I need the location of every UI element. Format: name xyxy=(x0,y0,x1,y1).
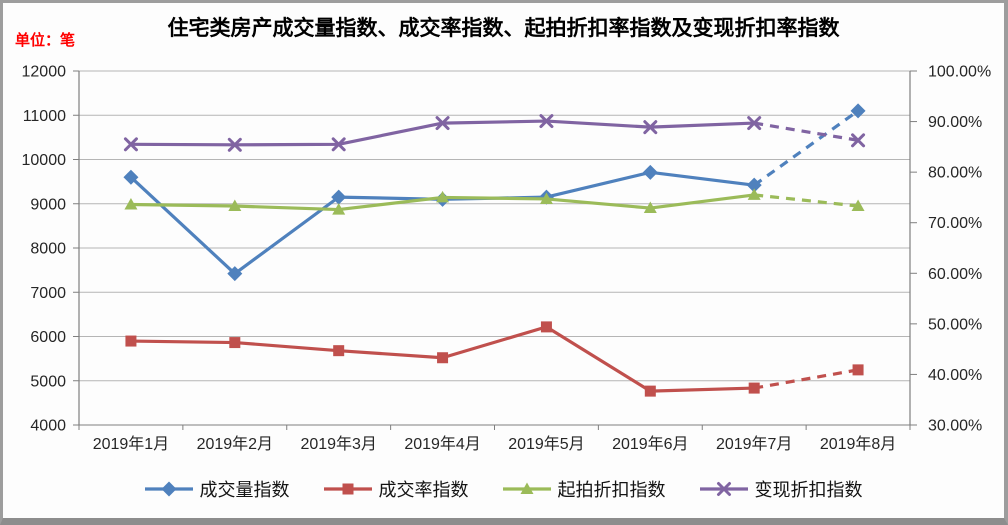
legend-marker-xcross-icon xyxy=(699,482,748,496)
left-axis-tick-label: 9000 xyxy=(30,196,66,213)
square-marker-icon xyxy=(540,321,552,333)
square-marker-icon xyxy=(342,483,353,495)
triangle-marker-icon xyxy=(332,203,346,215)
left-axis-tick-label: 8000 xyxy=(30,241,66,258)
x-marker-icon xyxy=(747,116,762,131)
x-marker-icon xyxy=(539,114,554,129)
line-chart-plot: 12000 11000 10000 9000 8000 7000 6000 5000 4000 1… xyxy=(22,64,992,454)
square-marker-icon xyxy=(748,382,760,394)
diamond-marker-icon xyxy=(746,177,762,193)
triangle-marker-icon xyxy=(228,199,242,212)
legend-item-start-discount-index: 起拍折扣指数 xyxy=(502,476,666,502)
legend-item-volume-index: 成交量指数 xyxy=(144,476,290,502)
x-marker-icon xyxy=(227,137,242,152)
x-marker-icon xyxy=(123,137,138,152)
diamond-marker-icon xyxy=(331,189,347,205)
left-axis-tick-label: 10000 xyxy=(22,152,67,169)
square-marker-icon xyxy=(437,352,449,364)
left-axis-tick-label: 5000 xyxy=(30,373,66,390)
chart-legend: 成交量指数 成交率指数 起拍折扣指数 变现折扣指数 xyxy=(3,476,1004,502)
legend-marker-diamond-icon xyxy=(144,481,193,497)
x-axis-label: 2019年4月 xyxy=(404,435,481,453)
x-axis-label: 2019年2月 xyxy=(197,435,274,453)
legend-marker-triangle-icon xyxy=(502,482,551,494)
diamond-marker-icon xyxy=(161,481,176,497)
axis-labels: 12000 11000 10000 9000 8000 7000 6000 5000 4000 1… xyxy=(22,64,992,454)
gridlines xyxy=(73,70,917,430)
x-axis-label: 2019年1月 xyxy=(93,435,170,453)
series-dashed-line-volume-index xyxy=(753,109,859,187)
series-realize-discount-index xyxy=(123,114,866,152)
right-axis-tick-label: 30.00% xyxy=(928,418,982,435)
series-dashed-line-deal-rate-index xyxy=(753,368,859,390)
square-marker-icon xyxy=(644,385,656,397)
left-axis-tick-label: 6000 xyxy=(30,329,66,346)
right-axis-tick-label: 70.00% xyxy=(928,215,982,232)
series-deal-rate-index xyxy=(125,321,864,397)
legend-label: 成交量指数 xyxy=(199,480,290,500)
diamond-marker-icon xyxy=(850,103,866,119)
x-marker-icon xyxy=(435,116,450,131)
triangle-marker-icon xyxy=(643,201,657,214)
square-marker-icon xyxy=(229,337,241,349)
triangle-marker-icon xyxy=(436,190,450,203)
right-axis-tick-label: 100.00% xyxy=(928,64,991,81)
left-axis-tick-label: 7000 xyxy=(30,285,66,302)
legend-label: 成交率指数 xyxy=(378,480,469,500)
series-dashed-line-start-discount-index xyxy=(754,193,859,208)
unit-label: 单位：笔 xyxy=(15,32,76,49)
triangle-marker-icon xyxy=(851,199,865,212)
right-axis-tick-label: 80.00% xyxy=(928,165,982,182)
square-marker-icon xyxy=(125,335,137,347)
legend-label: 变现折扣指数 xyxy=(754,480,863,500)
left-axis-tick-label: 4000 xyxy=(30,418,66,435)
x-axis-label: 2019年5月 xyxy=(508,435,585,453)
square-marker-icon xyxy=(852,364,864,376)
left-axis-tick-label: 12000 xyxy=(22,64,67,81)
x-marker-icon xyxy=(643,120,658,135)
series-dashed-line-realize-discount-index xyxy=(753,121,859,142)
x-marker-icon xyxy=(331,137,346,152)
right-axis-tick-label: 40.00% xyxy=(928,367,982,384)
right-axis-tick-label: 60.00% xyxy=(928,266,982,283)
left-axis-tick-label: 11000 xyxy=(23,108,66,125)
triangle-marker-icon xyxy=(520,482,533,494)
series-line-volume-index xyxy=(129,170,755,276)
right-axis-tick-label: 50.00% xyxy=(928,316,982,333)
triangle-marker-icon xyxy=(539,192,553,204)
x-axis-label: 2019年6月 xyxy=(612,435,689,453)
chart-title: 住宅类房产成交量指数、成交率指数、起拍折扣率指数及变现折扣率指数 xyxy=(167,17,840,40)
x-axis-label: 2019年3月 xyxy=(300,435,377,453)
x-axis-label: 2019年7月 xyxy=(716,435,793,453)
legend-item-realize-discount-index: 变现折扣指数 xyxy=(699,476,863,502)
diamond-marker-icon xyxy=(642,164,658,180)
right-axis-tick-label: 90.00% xyxy=(928,114,982,131)
legend-item-deal-rate-index: 成交率指数 xyxy=(323,476,469,502)
triangle-marker-icon xyxy=(124,198,138,210)
x-axis-label: 2019年8月 xyxy=(820,435,897,453)
x-marker-icon xyxy=(851,133,866,148)
diamond-marker-icon xyxy=(227,266,243,282)
legend-label: 起拍折扣指数 xyxy=(557,480,666,500)
x-marker-icon xyxy=(716,482,731,496)
diamond-marker-icon xyxy=(123,169,139,185)
square-marker-icon xyxy=(333,345,345,357)
series-start-discount-index xyxy=(124,188,865,215)
legend-marker-square-icon xyxy=(323,483,372,495)
triangle-marker-icon xyxy=(747,188,761,200)
